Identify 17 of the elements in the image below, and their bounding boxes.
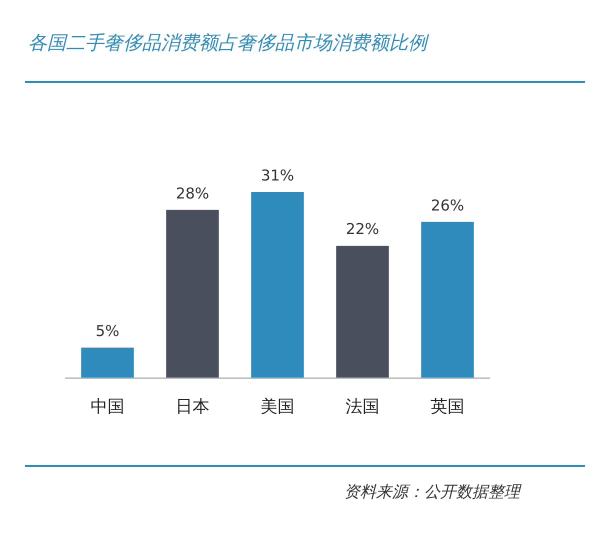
x-tick-label: 法国 <box>346 397 380 418</box>
data-label: 5% <box>96 322 120 340</box>
data-label: 26% <box>430 196 464 214</box>
x-tick-label: 英国 <box>430 397 464 418</box>
bar <box>81 348 134 378</box>
x-tick-label: 中国 <box>90 397 124 418</box>
x-tick-label: 日本 <box>176 397 210 418</box>
text: 资料来源：公开数据整理 <box>344 482 520 503</box>
data-label: 31% <box>260 166 294 184</box>
bar <box>251 192 304 378</box>
chart-title: 各国二手奢侈品消费额占奢侈品市场消费额比例 <box>28 31 427 56</box>
bar <box>421 222 474 378</box>
x-tick-label: 美国 <box>260 397 294 418</box>
data-label: 28% <box>176 184 210 202</box>
data-label: 22% <box>346 220 380 238</box>
bar <box>336 246 389 378</box>
bar <box>166 210 219 378</box>
